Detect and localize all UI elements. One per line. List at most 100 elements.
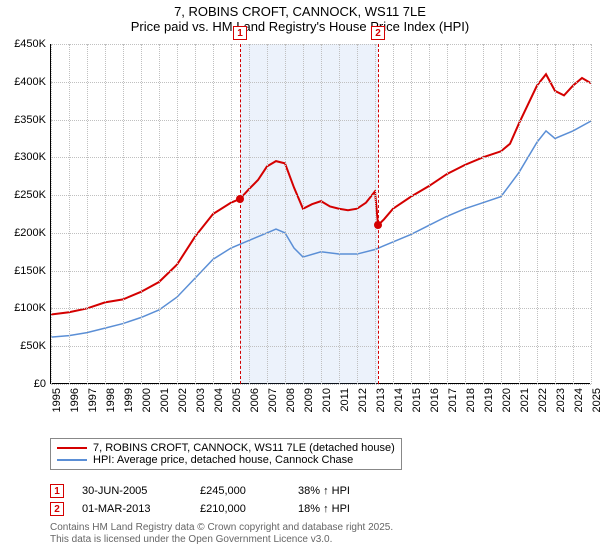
x-gridline [303, 44, 304, 384]
y-gridline [51, 384, 591, 385]
x-gridline [501, 44, 502, 384]
x-gridline [321, 44, 322, 384]
sales-table: 130-JUN-2005£245,00038% ↑ HPI201-MAR-201… [50, 482, 350, 518]
sale-row-delta: 38% ↑ HPI [298, 485, 350, 497]
y-tick-label: £50K [20, 340, 46, 352]
legend-label: HPI: Average price, detached house, Cann… [93, 454, 353, 466]
x-tick-label: 2003 [195, 388, 207, 412]
x-tick-label: 1996 [69, 388, 81, 412]
x-gridline [141, 44, 142, 384]
x-gridline [123, 44, 124, 384]
footer-line1: Contains HM Land Registry data © Crown c… [50, 522, 393, 534]
legend-label: 7, ROBINS CROFT, CANNOCK, WS11 7LE (deta… [93, 442, 395, 454]
y-tick-label: £400K [14, 76, 46, 88]
title-address: 7, ROBINS CROFT, CANNOCK, WS11 7LE [0, 4, 600, 19]
x-tick-label: 2016 [429, 388, 441, 412]
x-tick-label: 2020 [501, 388, 513, 412]
x-gridline [411, 44, 412, 384]
y-tick-label: £100K [14, 302, 46, 314]
chart-area: 1995199619971998199920002001200220032004… [50, 44, 590, 404]
x-tick-label: 2013 [375, 388, 387, 412]
legend-item: 7, ROBINS CROFT, CANNOCK, WS11 7LE (deta… [57, 442, 395, 454]
x-gridline [249, 44, 250, 384]
x-tick-label: 2006 [249, 388, 261, 412]
x-gridline [393, 44, 394, 384]
x-tick-label: 2022 [537, 388, 549, 412]
sale-row-marker: 1 [50, 484, 64, 498]
x-gridline [519, 44, 520, 384]
x-gridline [555, 44, 556, 384]
x-gridline [339, 44, 340, 384]
x-gridline [447, 44, 448, 384]
x-tick-label: 2004 [213, 388, 225, 412]
y-tick-label: £200K [14, 227, 46, 239]
sale-dot [374, 221, 382, 229]
x-tick-label: 2001 [159, 388, 171, 412]
sale-row-delta: 18% ↑ HPI [298, 503, 350, 515]
y-tick-label: £150K [14, 265, 46, 277]
x-gridline [465, 44, 466, 384]
footer-attribution: Contains HM Land Registry data © Crown c… [50, 522, 393, 546]
y-tick-label: £350K [14, 114, 46, 126]
x-tick-label: 2015 [411, 388, 423, 412]
sale-dot [236, 195, 244, 203]
sale-marker-line [240, 44, 241, 384]
x-tick-label: 2012 [357, 388, 369, 412]
x-tick-label: 2010 [321, 388, 333, 412]
x-tick-label: 2014 [393, 388, 405, 412]
x-tick-label: 2005 [231, 388, 243, 412]
x-tick-label: 2025 [591, 388, 600, 412]
footer-line2: This data is licensed under the Open Gov… [50, 534, 393, 546]
x-tick-label: 2021 [519, 388, 531, 412]
sale-row: 130-JUN-2005£245,00038% ↑ HPI [50, 482, 350, 500]
x-gridline [267, 44, 268, 384]
plot-region: 1995199619971998199920002001200220032004… [50, 44, 590, 384]
x-tick-label: 1999 [123, 388, 135, 412]
x-tick-label: 1995 [51, 388, 63, 412]
x-gridline [483, 44, 484, 384]
x-tick-label: 2000 [141, 388, 153, 412]
x-gridline [573, 44, 574, 384]
x-tick-label: 2011 [339, 388, 351, 412]
sale-marker-box: 1 [233, 26, 247, 40]
title-block: 7, ROBINS CROFT, CANNOCK, WS11 7LE Price… [0, 0, 600, 34]
x-tick-label: 2017 [447, 388, 459, 412]
y-tick-label: £250K [14, 189, 46, 201]
x-tick-label: 1998 [105, 388, 117, 412]
x-tick-label: 1997 [87, 388, 99, 412]
sale-marker-box: 2 [371, 26, 385, 40]
x-gridline [87, 44, 88, 384]
x-gridline [51, 44, 52, 384]
x-gridline [69, 44, 70, 384]
sale-row-price: £245,000 [200, 485, 280, 497]
x-tick-label: 2002 [177, 388, 189, 412]
y-tick-label: £300K [14, 151, 46, 163]
x-tick-label: 2007 [267, 388, 279, 412]
x-gridline [357, 44, 358, 384]
x-tick-label: 2009 [303, 388, 315, 412]
sale-row: 2 01-MAR-2013 £210,000 18% ↑ HPI [50, 500, 350, 518]
legend: 7, ROBINS CROFT, CANNOCK, WS11 7LE (deta… [50, 438, 402, 470]
x-gridline [591, 44, 592, 384]
x-gridline [105, 44, 106, 384]
x-gridline [537, 44, 538, 384]
sale-row-date: 01-MAR-2013 [82, 503, 182, 515]
y-tick-label: £450K [14, 38, 46, 50]
x-gridline [213, 44, 214, 384]
x-tick-label: 2019 [483, 388, 495, 412]
sale-marker-line [378, 44, 379, 384]
x-tick-label: 2023 [555, 388, 567, 412]
x-tick-label: 2008 [285, 388, 297, 412]
x-tick-label: 2018 [465, 388, 477, 412]
legend-swatch [57, 447, 87, 449]
x-gridline [375, 44, 376, 384]
sale-row-price: £210,000 [200, 503, 280, 515]
x-gridline [159, 44, 160, 384]
x-gridline [195, 44, 196, 384]
x-gridline [177, 44, 178, 384]
x-gridline [285, 44, 286, 384]
legend-item: HPI: Average price, detached house, Cann… [57, 454, 395, 466]
y-tick-label: £0 [34, 378, 46, 390]
x-tick-label: 2024 [573, 388, 585, 412]
sale-row-marker: 2 [50, 502, 64, 516]
